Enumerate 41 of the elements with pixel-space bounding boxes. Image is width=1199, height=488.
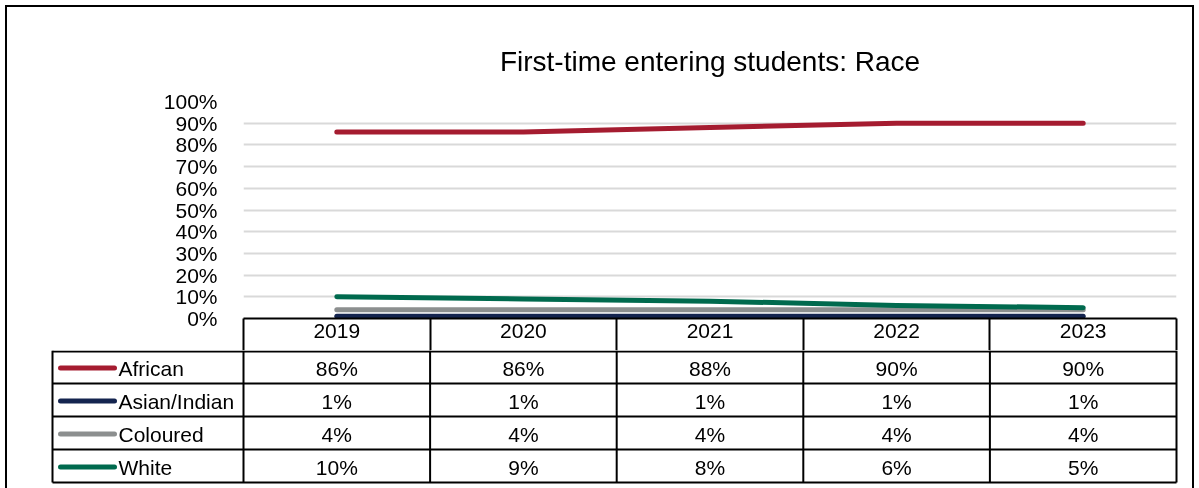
data-label: 86% bbox=[502, 356, 545, 380]
data-label: 4% bbox=[321, 422, 352, 446]
x-tick-label: 2022 bbox=[873, 318, 920, 342]
data-label: 10% bbox=[315, 455, 358, 479]
data-label: 5% bbox=[1068, 455, 1099, 479]
data-label: 8% bbox=[694, 455, 726, 479]
x-tick-label: 2020 bbox=[500, 318, 547, 342]
y-tick-label: 50% bbox=[175, 198, 218, 222]
legend-label: Asian/Indian bbox=[118, 389, 235, 413]
y-tick-label: 0% bbox=[187, 307, 218, 330]
data-label: 4% bbox=[881, 422, 912, 446]
legend-label: African bbox=[118, 356, 184, 380]
data-label: 1% bbox=[1068, 389, 1099, 413]
y-tick-label: 60% bbox=[175, 176, 218, 200]
data-label: 9% bbox=[508, 455, 539, 479]
data-label: 1% bbox=[694, 389, 726, 413]
x-tick-label: 2023 bbox=[1059, 318, 1107, 342]
y-tick-label: 10% bbox=[175, 285, 218, 309]
x-tick-label: 2019 bbox=[313, 318, 361, 342]
y-tick-label: 40% bbox=[175, 220, 218, 244]
data-label: 1% bbox=[881, 389, 912, 413]
x-tick-label: 2021 bbox=[686, 318, 734, 342]
y-tick-label: 80% bbox=[175, 133, 218, 157]
data-label: 90% bbox=[1062, 356, 1105, 380]
data-label: 1% bbox=[508, 389, 539, 413]
data-label: 1% bbox=[321, 389, 352, 413]
chart-title: First-time entering students: Race bbox=[499, 45, 921, 77]
data-label: 88% bbox=[688, 356, 732, 380]
data-label: 6% bbox=[881, 455, 912, 479]
legend-label: Coloured bbox=[118, 422, 204, 446]
y-tick-label: 20% bbox=[175, 263, 218, 287]
data-label: 4% bbox=[694, 422, 726, 446]
data-label: 86% bbox=[315, 356, 358, 380]
y-tick-label: 90% bbox=[175, 111, 218, 135]
y-tick-label: 70% bbox=[175, 155, 218, 179]
data-label: 4% bbox=[1068, 422, 1099, 446]
data-label: 4% bbox=[508, 422, 539, 446]
y-tick-label: 100% bbox=[163, 90, 218, 113]
legend-label: White bbox=[118, 455, 173, 479]
y-tick-label: 30% bbox=[175, 241, 218, 265]
data-label: 90% bbox=[875, 356, 918, 380]
